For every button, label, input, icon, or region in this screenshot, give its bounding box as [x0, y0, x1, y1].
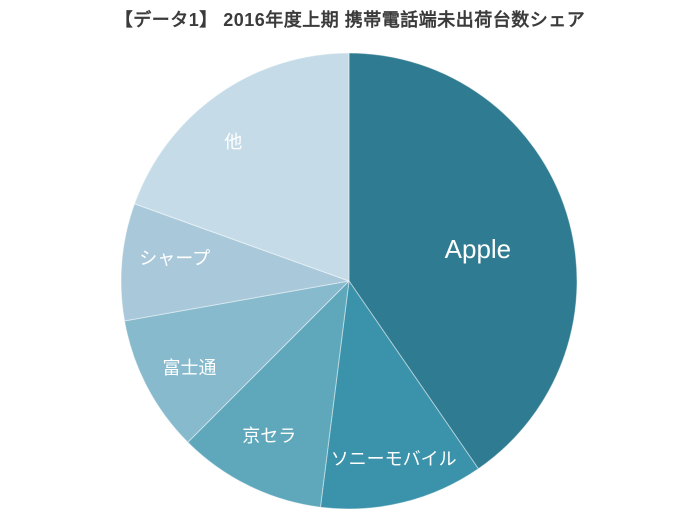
pie-slice-kyocera [187, 280, 350, 508]
pie-slice-sharp [120, 203, 350, 322]
pie-slice-apple [348, 52, 578, 470]
pie-label-sharp: シャープ [139, 248, 210, 268]
pie-slice-sony-mobile [319, 280, 479, 510]
pie-label-others: 他 [224, 132, 242, 152]
pie-label-apple: Apple [445, 234, 512, 264]
pie-label-sony-mobile: ソニーモバイル [331, 449, 457, 469]
pie-label-fujitsu: 富士通 [163, 358, 217, 378]
pie-label-kyocera: 京セラ [242, 426, 296, 446]
chart-title: 【データ1】 2016年度上期 携帯電話端未出荷台数シェア [114, 10, 586, 30]
pie-slice-others [133, 52, 350, 282]
pie-slice-fujitsu [124, 280, 350, 443]
